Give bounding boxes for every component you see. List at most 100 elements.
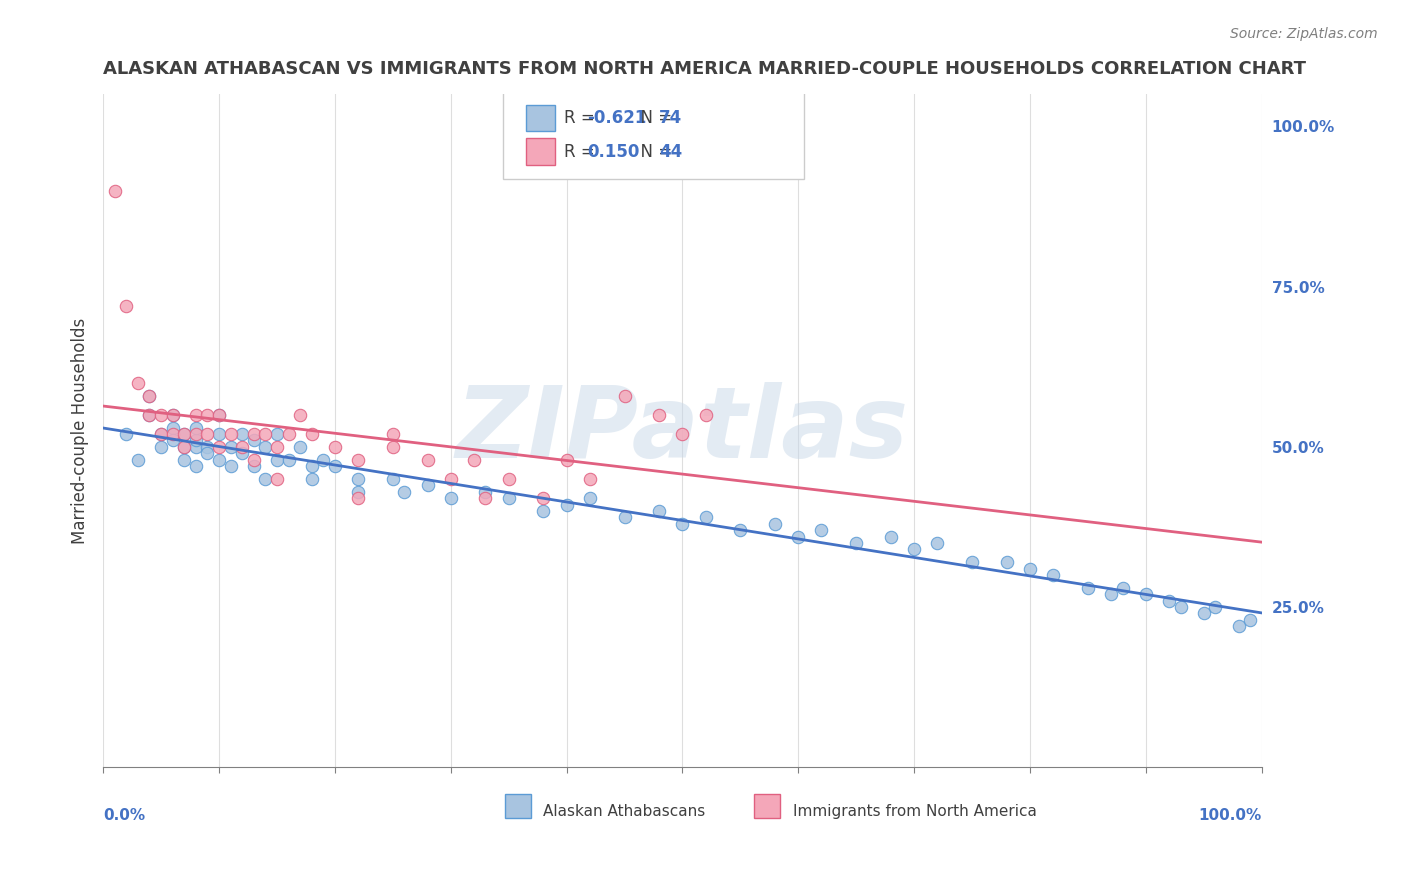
Point xyxy=(1192,607,1215,621)
Point xyxy=(1077,581,1099,595)
Point xyxy=(927,536,949,550)
Point xyxy=(1019,561,1042,575)
Point xyxy=(231,440,253,454)
Point xyxy=(463,452,485,467)
Point xyxy=(880,530,903,544)
Point xyxy=(347,484,370,499)
Point xyxy=(474,484,496,499)
Point xyxy=(1239,613,1261,627)
Point xyxy=(184,408,207,422)
Text: N =: N = xyxy=(630,109,678,127)
Point xyxy=(323,459,346,474)
Point xyxy=(288,408,311,422)
Point xyxy=(416,478,439,492)
Point xyxy=(288,440,311,454)
Point xyxy=(347,472,370,486)
Point xyxy=(173,440,195,454)
FancyBboxPatch shape xyxy=(503,87,804,178)
Point xyxy=(695,510,717,524)
Point xyxy=(162,427,184,442)
Point xyxy=(810,523,832,537)
Text: Immigrants from North America: Immigrants from North America xyxy=(793,805,1036,819)
Point xyxy=(219,440,242,454)
Point xyxy=(301,427,323,442)
Point xyxy=(1170,600,1192,615)
Point xyxy=(845,536,868,550)
Point xyxy=(648,408,671,422)
Point xyxy=(138,408,160,422)
Point xyxy=(150,427,173,442)
Point xyxy=(266,472,288,486)
Text: Source: ZipAtlas.com: Source: ZipAtlas.com xyxy=(1230,27,1378,41)
Point xyxy=(555,498,578,512)
Point xyxy=(763,516,786,531)
Point xyxy=(254,472,277,486)
Point xyxy=(115,299,138,313)
Point xyxy=(960,555,983,569)
Text: ALASKAN ATHABASCAN VS IMMIGRANTS FROM NORTH AMERICA MARRIED-COUPLE HOUSEHOLDS CO: ALASKAN ATHABASCAN VS IMMIGRANTS FROM NO… xyxy=(103,60,1306,78)
FancyBboxPatch shape xyxy=(505,794,530,818)
Point xyxy=(242,459,264,474)
Text: R =: R = xyxy=(564,143,600,161)
Point xyxy=(173,427,195,442)
Point xyxy=(104,184,127,198)
Point xyxy=(173,427,195,442)
Point xyxy=(533,504,555,518)
Point xyxy=(162,408,184,422)
FancyBboxPatch shape xyxy=(526,138,555,165)
Point xyxy=(440,491,463,505)
Point xyxy=(416,452,439,467)
Point xyxy=(613,389,636,403)
Point xyxy=(903,542,925,557)
Point xyxy=(277,427,299,442)
Point xyxy=(208,427,231,442)
Point xyxy=(323,440,346,454)
Point xyxy=(162,434,184,448)
Point xyxy=(995,555,1018,569)
Text: 44: 44 xyxy=(659,143,682,161)
Text: -0.621: -0.621 xyxy=(588,109,647,127)
Point xyxy=(162,420,184,434)
Point xyxy=(254,427,277,442)
Point xyxy=(1227,619,1250,633)
Point xyxy=(197,446,219,460)
Text: 0.0%: 0.0% xyxy=(103,807,145,822)
Point xyxy=(127,376,149,390)
Point xyxy=(381,440,404,454)
Point xyxy=(648,504,671,518)
Text: Alaskan Athabascans: Alaskan Athabascans xyxy=(544,805,706,819)
Text: 100.0%: 100.0% xyxy=(1198,807,1261,822)
Point xyxy=(498,472,520,486)
Point xyxy=(381,427,404,442)
Text: R =: R = xyxy=(564,109,600,127)
Y-axis label: Married-couple Households: Married-couple Households xyxy=(72,318,89,544)
Point xyxy=(1099,587,1122,601)
Point xyxy=(184,420,207,434)
Point xyxy=(578,491,600,505)
Text: ZIPatlas: ZIPatlas xyxy=(456,383,910,479)
Point xyxy=(301,472,323,486)
FancyBboxPatch shape xyxy=(526,104,555,131)
Point xyxy=(208,452,231,467)
Point xyxy=(347,491,370,505)
Point xyxy=(115,427,138,442)
Point xyxy=(242,452,264,467)
Point xyxy=(254,440,277,454)
Point xyxy=(1135,587,1157,601)
Point xyxy=(474,491,496,505)
Point xyxy=(1204,600,1226,615)
Point xyxy=(184,459,207,474)
Text: 0.150: 0.150 xyxy=(588,143,640,161)
Text: 74: 74 xyxy=(659,109,682,127)
Point xyxy=(197,427,219,442)
Point xyxy=(266,427,288,442)
Point xyxy=(671,516,693,531)
Point xyxy=(498,491,520,505)
Point xyxy=(394,484,416,499)
Point xyxy=(173,452,195,467)
Point xyxy=(162,408,184,422)
Text: N =: N = xyxy=(630,143,678,161)
Point xyxy=(787,530,810,544)
Point xyxy=(184,440,207,454)
Point xyxy=(184,434,207,448)
